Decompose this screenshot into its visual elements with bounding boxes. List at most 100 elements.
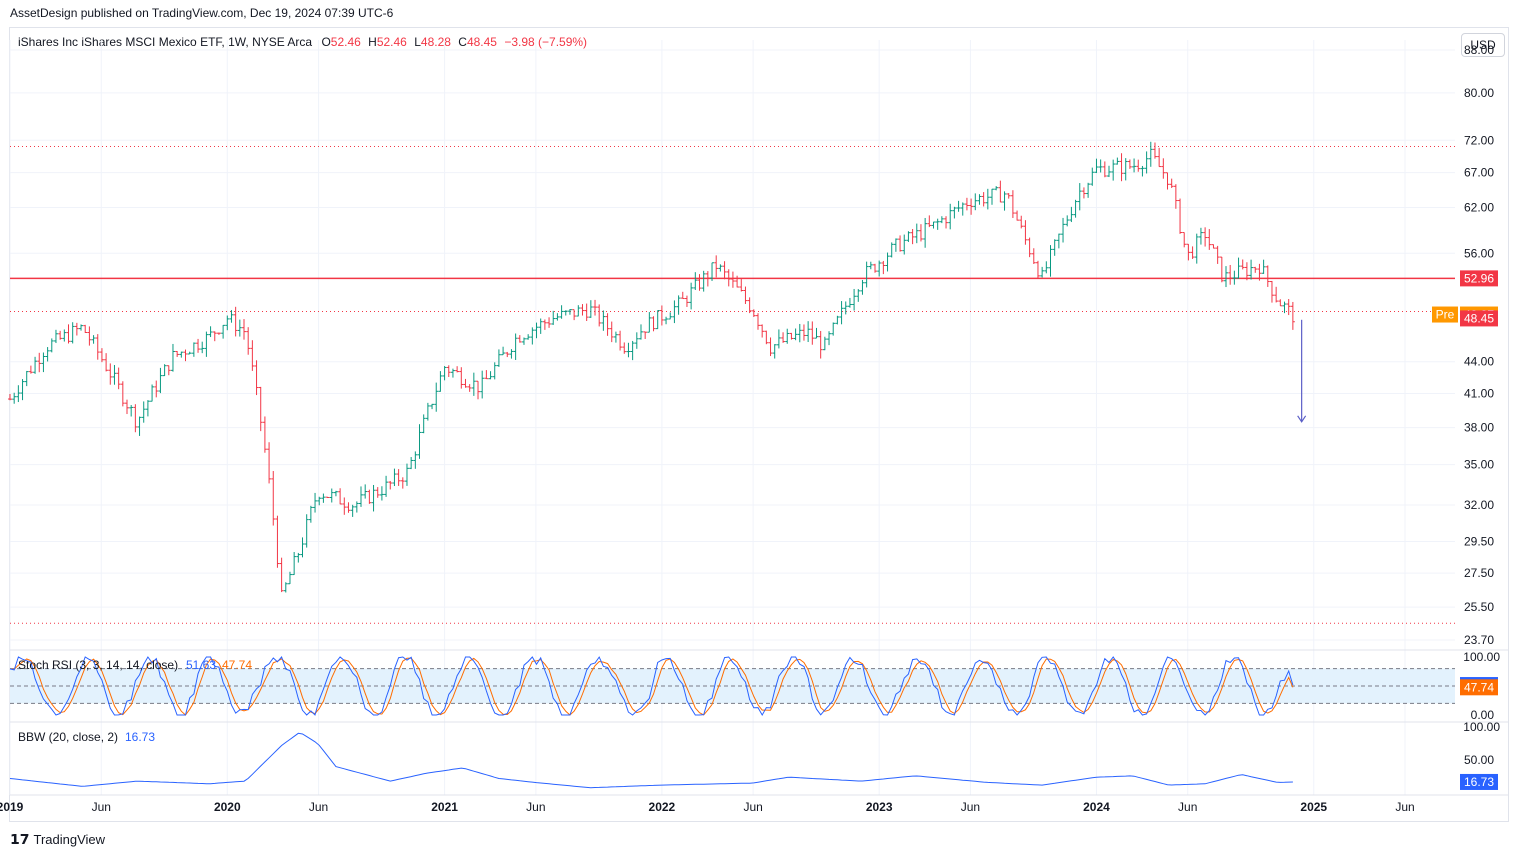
ohlc-bar bbox=[998, 180, 1003, 203]
ohlc-bar bbox=[104, 353, 109, 372]
stoch-k-value: 51.63 bbox=[186, 658, 216, 672]
ohlc-bar bbox=[333, 490, 338, 497]
ohlc-bar bbox=[1061, 217, 1066, 243]
ohlc-bar bbox=[317, 496, 322, 506]
ohlc-bar bbox=[613, 331, 618, 343]
low-label: L bbox=[414, 35, 421, 49]
stoch-title: Stoch RSI (3, 3, 14, 14, close) bbox=[18, 658, 178, 672]
ohlc-bar bbox=[459, 367, 464, 389]
ohlc-bar bbox=[814, 327, 819, 339]
x-tick-label: 2024 bbox=[1083, 800, 1110, 814]
x-tick-label: Jun bbox=[1395, 800, 1414, 814]
footer: 𝟭𝟳 TradingView bbox=[10, 831, 105, 848]
x-tick-label: 2021 bbox=[431, 800, 458, 814]
ohlc-bar bbox=[1274, 286, 1279, 303]
ohlc-bar bbox=[747, 297, 752, 314]
ohlc-bar bbox=[1148, 141, 1153, 167]
price-tick-label: 67.00 bbox=[1464, 166, 1494, 180]
ohlc-bar bbox=[325, 496, 330, 499]
ohlc-bar bbox=[1052, 239, 1057, 256]
ohlc-bar bbox=[162, 364, 167, 377]
ohlc-bar bbox=[371, 484, 376, 512]
ohlc-bar bbox=[1119, 153, 1124, 182]
ohlc-bar bbox=[785, 328, 790, 344]
ohlc-bar bbox=[576, 305, 581, 317]
ohlc-bar bbox=[1224, 266, 1229, 288]
ohlc-bar bbox=[1219, 256, 1224, 283]
close-label: C bbox=[458, 35, 467, 49]
ohlc-bar bbox=[605, 313, 610, 336]
ohlc-bar bbox=[1232, 270, 1237, 285]
stoch-tick-label: 100.00 bbox=[1463, 650, 1500, 664]
ohlc-bar bbox=[12, 392, 17, 404]
ohlc-bar bbox=[789, 332, 794, 340]
price-tick-label: 72.00 bbox=[1464, 133, 1494, 147]
ohlc-bar bbox=[772, 344, 777, 359]
stoch-rsi-pane: Stoch RSI (3, 3, 14, 14, close) 51.63 47.7… bbox=[9, 656, 1455, 717]
ohlc-bar bbox=[125, 399, 130, 415]
ohlc-bar bbox=[350, 504, 355, 517]
change-value: −3.98 (−7.59%) bbox=[504, 35, 588, 49]
ohlc-bar bbox=[960, 202, 965, 216]
ohlc-bar bbox=[225, 315, 230, 331]
ohlc-bar bbox=[1169, 178, 1174, 188]
ohlc-bar bbox=[1198, 227, 1203, 245]
ohlc-bar bbox=[964, 197, 969, 211]
ohlc-bar bbox=[1006, 193, 1011, 199]
ohlc-bar bbox=[191, 342, 196, 357]
ohlc-bar bbox=[751, 309, 756, 317]
ohlc-bar bbox=[918, 224, 923, 242]
bbw-pane: BBW (20, close, 2) 16.73 bbox=[9, 730, 1293, 789]
ohlc-bar bbox=[1094, 158, 1099, 174]
ohlc-bar bbox=[262, 416, 267, 453]
ohlc-bar bbox=[664, 316, 669, 325]
ohlc-bar bbox=[593, 299, 598, 316]
ohlc-bar bbox=[8, 393, 12, 401]
x-tick-label: 2020 bbox=[214, 800, 241, 814]
ohlc-bar bbox=[864, 261, 869, 288]
ohlc-bar bbox=[28, 365, 33, 374]
ohlc-bar bbox=[760, 324, 765, 338]
price-tick-label: 88.00 bbox=[1464, 43, 1494, 57]
price-tick-label: 56.00 bbox=[1464, 246, 1494, 260]
ohlc-bar bbox=[70, 322, 75, 344]
ohlc-bar bbox=[200, 341, 205, 354]
ohlc-bar bbox=[363, 484, 368, 499]
ohlc-bar bbox=[994, 186, 999, 191]
ohlc-bar bbox=[651, 316, 656, 332]
ohlc-bar bbox=[822, 336, 827, 351]
ohlc-bar bbox=[689, 282, 694, 310]
ohlc-bar bbox=[91, 335, 96, 344]
ohlc-bar bbox=[1015, 210, 1020, 221]
ohlc-bar bbox=[818, 330, 823, 359]
price-tick-label: 27.50 bbox=[1464, 566, 1494, 580]
ohlc-bar bbox=[346, 502, 351, 513]
ohlc-bar bbox=[722, 261, 727, 280]
x-tick-label: Jun bbox=[309, 800, 328, 814]
ohlc-bar bbox=[509, 349, 514, 359]
ohlc-bar bbox=[956, 200, 961, 212]
ohlc-bar bbox=[885, 252, 890, 272]
currency-button[interactable]: USD bbox=[1461, 33, 1505, 57]
ohlc-bar bbox=[1261, 259, 1266, 274]
ohlc-bar bbox=[1173, 184, 1178, 209]
ohlc-bar bbox=[388, 480, 393, 490]
ohlc-bar bbox=[1265, 265, 1270, 287]
ohlc-bar bbox=[1090, 167, 1095, 186]
ohlc-bar bbox=[342, 497, 347, 515]
stoch-badge-value: 47.74 bbox=[1464, 680, 1494, 694]
ohlc-bar bbox=[421, 414, 426, 434]
ohlc-bar bbox=[24, 370, 29, 387]
low-value: 48.28 bbox=[420, 35, 451, 49]
ohlc-bar bbox=[187, 351, 192, 355]
ohlc-bar bbox=[145, 400, 150, 417]
ohlc-bar bbox=[977, 194, 982, 205]
ohlc-bar bbox=[1086, 182, 1091, 198]
ohlc-bar bbox=[948, 203, 953, 230]
ohlc-bar bbox=[229, 310, 234, 323]
ohlc-bar bbox=[776, 329, 781, 349]
ohlc-bar bbox=[927, 215, 932, 228]
ohlc-bar bbox=[359, 486, 364, 507]
ohlc-bar bbox=[973, 193, 978, 211]
